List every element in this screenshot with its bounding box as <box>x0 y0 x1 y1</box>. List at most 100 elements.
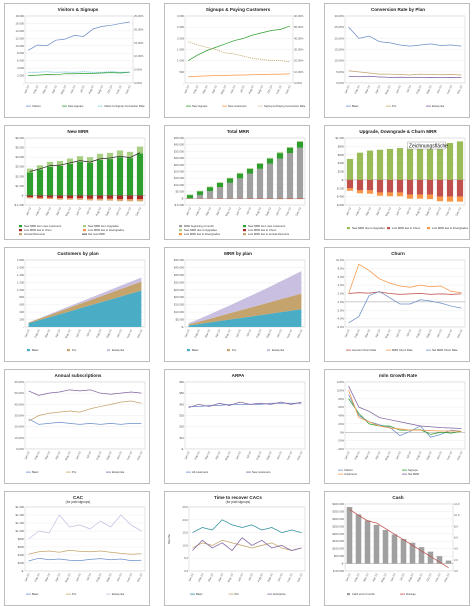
bar <box>227 183 233 198</box>
x-tick-label: Aug-13 <box>95 328 103 338</box>
legend-label: Basic <box>192 348 199 352</box>
bar <box>187 195 193 198</box>
y-tick-label: $20.000 <box>174 170 185 174</box>
bar <box>297 142 303 148</box>
line-series <box>349 399 462 435</box>
x-tick-label: Jul-13 <box>405 206 412 215</box>
bar <box>374 525 380 564</box>
y-tick-label: 400 <box>19 310 24 314</box>
x-tick-label: Apr-13 <box>54 328 61 338</box>
y2-tick-label: 0,00% <box>134 81 142 85</box>
x-tick-label: Sep-13 <box>105 450 113 460</box>
y-tick-label: $- <box>182 196 185 200</box>
bar <box>57 199 63 200</box>
x-tick-label: Jun-13 <box>229 84 236 94</box>
line-series <box>349 292 462 295</box>
x-tick-label: Jan-13 <box>183 328 190 338</box>
x-tick-label: Jul-13 <box>239 84 246 93</box>
y-tick-label: 18.000 <box>15 14 24 18</box>
x-tick-label: Aug-13 <box>414 206 422 216</box>
bar <box>427 180 433 195</box>
bar <box>27 197 33 198</box>
bar <box>207 187 213 188</box>
x-tick-label: Jul-13 <box>247 572 254 581</box>
x-tick-label: May-13 <box>224 450 232 461</box>
x-tick-label: Mar-13 <box>205 206 213 216</box>
bar <box>397 192 403 196</box>
y-tick-label: 10,00% <box>335 59 345 63</box>
legend-label: Basic <box>32 348 39 352</box>
y2-tick-label: 12,0 <box>454 502 460 506</box>
bar <box>87 199 93 200</box>
x-tick-label: Jul-13 <box>405 84 412 93</box>
x-tick-label: Feb-13 <box>33 450 41 460</box>
x-tick-label: Jan-13 <box>185 206 192 216</box>
bar <box>407 195 413 199</box>
x-tick-label: Oct-13 <box>425 572 432 582</box>
x-tick-label: Feb-13 <box>33 572 41 582</box>
y-tick-label: 200 <box>19 318 24 322</box>
y-tick-label: $600 <box>338 153 345 157</box>
bar <box>277 198 283 199</box>
bar <box>127 158 133 195</box>
line-series <box>30 153 140 172</box>
y-tick-label: 8,0% <box>338 266 345 270</box>
bar <box>97 200 103 201</box>
bar <box>247 174 253 199</box>
x-tick-label: Mar-13 <box>364 450 372 460</box>
y-tick-label: $15.000 <box>174 303 185 307</box>
y-tick-label: 2.000 <box>177 36 184 40</box>
y-tick-label: 40,00% <box>15 402 25 406</box>
chart-svg-mom_growth: m/m Growth Rate120%100%80%60%40%20%0%-20… <box>325 370 470 484</box>
bar <box>277 152 283 153</box>
y-tick-label: - <box>183 81 184 85</box>
x-tick-label: May-13 <box>384 84 392 95</box>
bar <box>67 199 73 200</box>
x-tick-label: Oct-13 <box>436 328 443 338</box>
x-tick-label: May-13 <box>226 572 234 583</box>
legend-label: Enterprise <box>112 470 125 474</box>
bar <box>447 197 453 202</box>
y-tick-label: 60% <box>338 405 344 409</box>
legend-swatch <box>27 349 30 351</box>
legend-label: Basic <box>32 592 39 596</box>
legend-label: New MRR from new customers <box>248 224 286 228</box>
y-tick-label: $50.000 <box>334 554 345 558</box>
x-tick-label: Sep-13 <box>266 572 274 582</box>
bar <box>117 199 123 200</box>
x-tick-label: Jun-13 <box>235 206 242 216</box>
x-tick-label: Jan-13 <box>343 450 350 460</box>
bar <box>446 561 452 564</box>
y-tick-label: $50 <box>179 391 184 395</box>
y-tick-label: $6.000 <box>15 136 24 140</box>
bar <box>47 167 53 196</box>
line-series <box>29 390 142 396</box>
y-tick-label: $60 <box>179 380 184 384</box>
y-tick-label: 40% <box>338 414 344 418</box>
bar <box>27 172 33 195</box>
bar <box>437 180 443 197</box>
y2-tick-label: 40,00% <box>294 36 304 40</box>
bar <box>267 159 273 164</box>
x-tick-label: May-13 <box>219 84 227 95</box>
y-tick-label: 0% <box>340 430 345 434</box>
bar <box>227 178 233 182</box>
y-tick-label: $400 <box>338 161 345 165</box>
y-tick-label: 6.000 <box>17 59 24 63</box>
bar <box>417 195 423 199</box>
line-series <box>349 76 462 77</box>
x-tick-label: Nov-13 <box>286 328 294 338</box>
x-tick-label: Nov-13 <box>446 450 454 460</box>
y-tick-label: 4.000 <box>17 66 24 70</box>
x-tick-label: Sep-13 <box>425 328 433 338</box>
chart-panel-time_recover: Time to recover CACs(for paid signups)Mo… <box>164 491 310 606</box>
x-tick-label: Jul-13 <box>85 328 92 337</box>
x-tick-label: Jun-13 <box>75 572 82 582</box>
x-tick-label: Jan-13 <box>187 572 194 582</box>
x-tick-label: Dec-13 <box>136 328 144 338</box>
legend-label: Visitors <box>32 104 41 108</box>
y-tick-label: 0,00% <box>336 81 344 85</box>
x-tick-label: Apr-13 <box>54 450 61 460</box>
bar <box>237 174 243 179</box>
